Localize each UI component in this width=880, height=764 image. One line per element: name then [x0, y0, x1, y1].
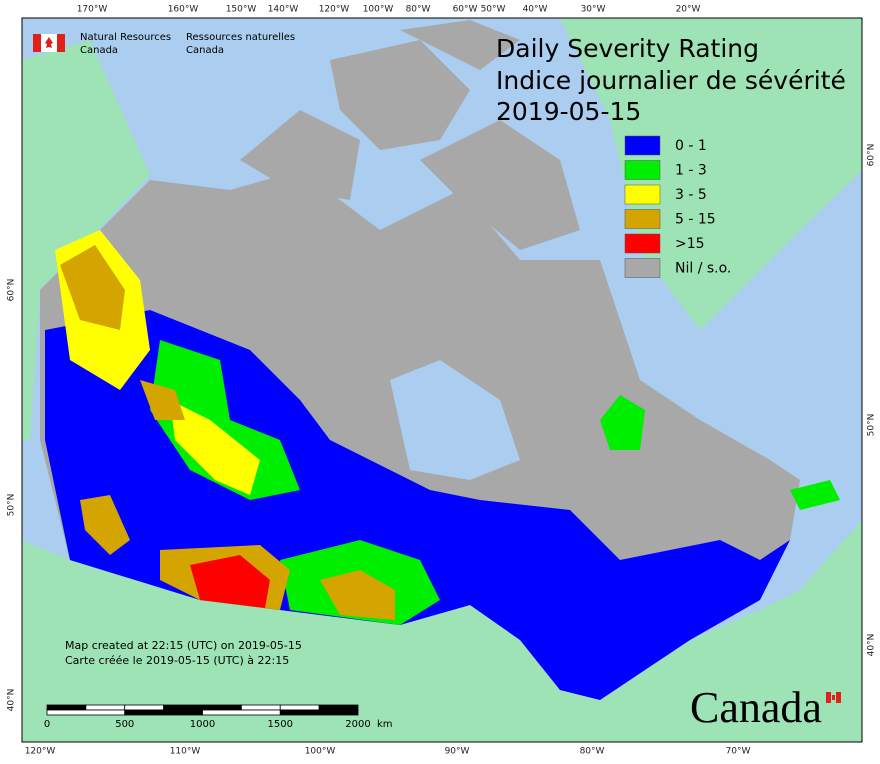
legend-label: >15 [675, 236, 705, 252]
meridian-label: 90°W [445, 747, 470, 757]
region-very-high [60, 245, 125, 330]
flag-bar [57, 34, 65, 52]
legend-swatch [624, 258, 661, 278]
meridian-label: 100°W [305, 747, 336, 757]
scale-segment [85, 704, 126, 711]
legend-swatch [624, 184, 661, 205]
arctic-island [240, 110, 360, 200]
meridian-label: 110°W [170, 747, 201, 757]
date: 2019-05-15 [496, 97, 641, 126]
legend-label: 3 - 5 [675, 187, 707, 203]
flag-bar [33, 34, 41, 52]
graticule-labels: 170°W 160°W 150°W 140°W 120°W 100°W 80°W 60°W 50… [7, 5, 877, 757]
meridian-label: 20°W [676, 5, 701, 15]
scale-label: 1000 [190, 719, 215, 730]
meridian-label: 80°W [580, 747, 605, 757]
parallel-label: 60°N [7, 279, 17, 302]
meridian-label: 60°W [453, 5, 478, 15]
greenland [560, 18, 862, 330]
wordmark-flag [826, 692, 841, 703]
nrc-signature: Natural Resources Canada Ressources natu… [33, 32, 295, 56]
region-very-high [80, 495, 130, 555]
region-high [170, 400, 260, 495]
legend-swatch [624, 209, 661, 229]
subtitle: Indice journalier de sévérité [496, 66, 846, 95]
parallel-label: 60°N [867, 144, 877, 167]
meridian-label: 80°W [406, 5, 431, 15]
legend-label: 5 - 15 [675, 212, 716, 228]
arctic-island [420, 120, 580, 250]
meridian-label: 40°W [523, 5, 548, 15]
meridian-label: 160°W [168, 5, 199, 15]
map-frame [21, 17, 863, 743]
scale-segment [279, 704, 320, 711]
legend-label: Nil / s.o. [675, 261, 731, 277]
region-moderate [600, 395, 645, 450]
parallel-label: 50°N [7, 494, 17, 517]
legend-swatch [624, 233, 661, 254]
scale-segment [202, 704, 242, 711]
scale-segment [46, 709, 126, 716]
org-fr: Ressources naturelles [186, 32, 295, 43]
maple-leaf [45, 37, 53, 48]
region-moderate [150, 340, 300, 500]
region-very-high [140, 380, 185, 420]
scale-unit: km [377, 719, 393, 730]
legend-label: 0 - 1 [675, 138, 707, 154]
org-en: Natural Resources [80, 32, 171, 43]
scale-bar: 0 500 1000 1500 2000 km [44, 704, 393, 730]
legend-label: 1 - 3 [675, 163, 707, 179]
scale-label: 2000 [345, 719, 370, 730]
scale-label: 0 [44, 719, 50, 730]
meridian-label: 50°W [481, 5, 506, 15]
meridian-label: 170°W [77, 5, 108, 15]
meridian-label: 120°W [25, 747, 56, 757]
meridian-label: 140°W [268, 5, 299, 15]
scale-label: 500 [115, 719, 134, 730]
meridian-label: 70°W [726, 747, 751, 757]
meridian-label: 150°W [226, 5, 257, 15]
created-en: Map created at 22:15 (UTC) on 2019-05-15 [65, 639, 302, 652]
org-fr: Canada [186, 45, 224, 56]
meridian-label: 120°W [319, 5, 350, 15]
region-moderate [790, 480, 840, 510]
meridian-label: 30°W [581, 5, 606, 15]
parallel-label: 40°N [867, 634, 877, 657]
frame-border [21, 17, 863, 743]
scale-segment [124, 709, 203, 716]
arctic-island [330, 40, 470, 150]
parallel-label: 50°N [867, 414, 877, 437]
scale-segment [240, 704, 281, 711]
legend: 0 - 1 1 - 3 3 - 5 5 - 15 >15 Nil / s.o. [624, 135, 731, 278]
scale-segment [202, 709, 281, 716]
usa [22, 520, 862, 742]
arctic-island [400, 20, 520, 70]
title: Daily Severity Rating [496, 34, 759, 63]
created-fr: Carte créée le 2019-05-15 (UTC) à 22:15 [65, 654, 289, 667]
scale-segment [46, 704, 87, 711]
parallel-label: 40°N [7, 689, 17, 712]
hudson-bay [390, 360, 520, 480]
flag-bar [826, 692, 831, 703]
maple-leaf [832, 695, 835, 700]
scale-segment [124, 704, 165, 711]
wordmark: Canada [690, 683, 822, 732]
flag-bar [836, 692, 841, 703]
org-en: Canada [80, 45, 118, 56]
scale-segment [318, 704, 359, 711]
scale-segment [163, 704, 203, 711]
region-extreme [190, 555, 270, 608]
legend-swatch [624, 135, 661, 156]
scale-segment [279, 709, 359, 716]
region-very-high [320, 570, 395, 620]
scale-label: 1500 [268, 719, 293, 730]
meridian-label: 100°W [363, 5, 394, 15]
legend-swatch [624, 160, 661, 180]
